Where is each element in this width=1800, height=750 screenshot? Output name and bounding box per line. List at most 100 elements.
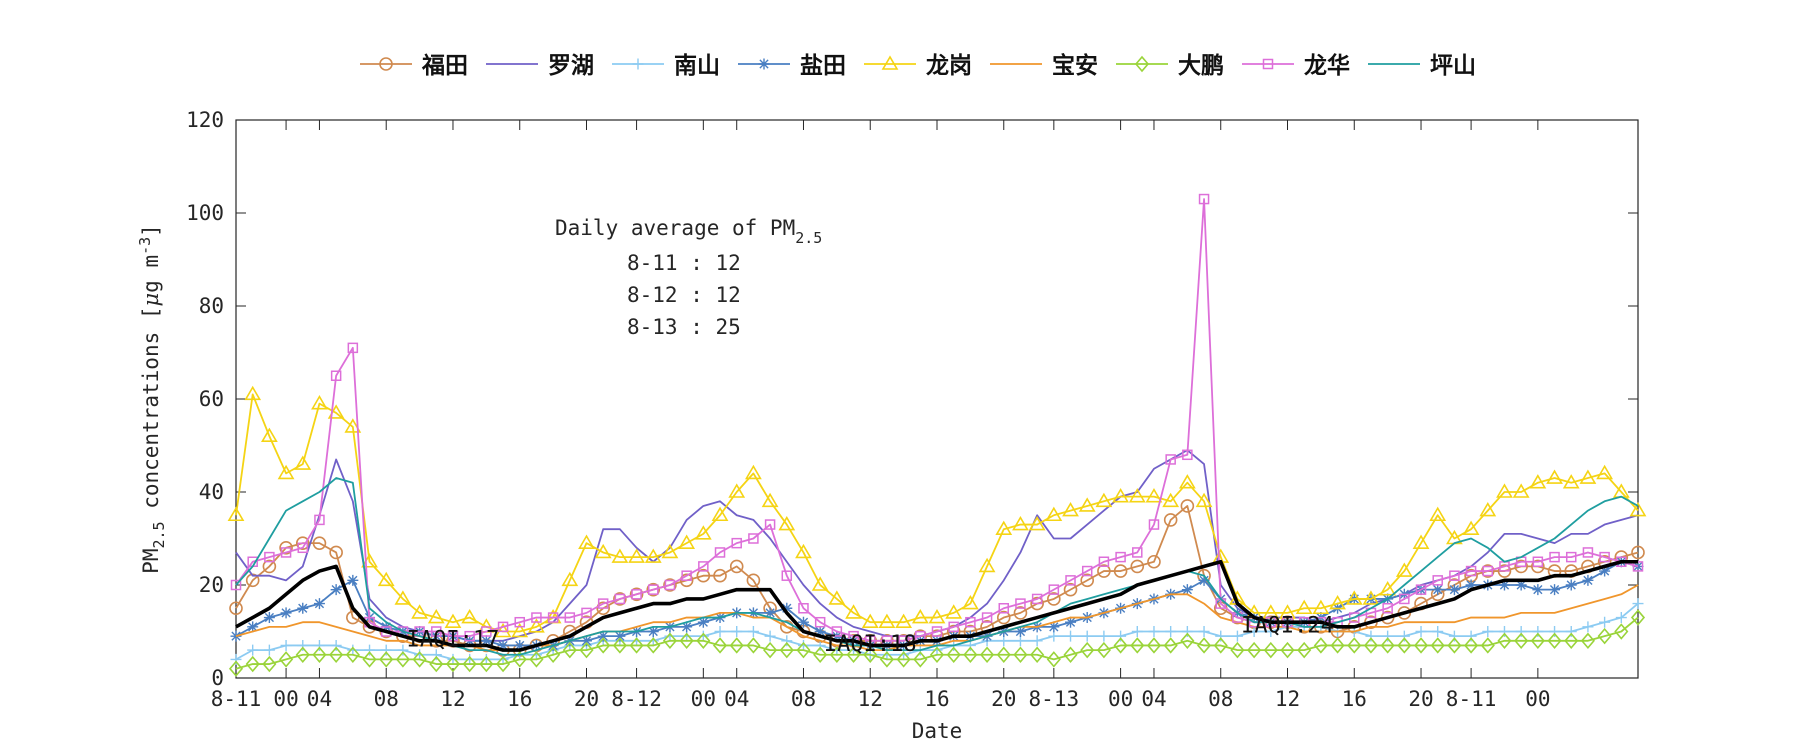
x-tick-label: 8-12 <box>611 687 662 711</box>
x-tick-label: 12 <box>440 687 465 711</box>
data-point <box>480 653 492 665</box>
annotation-title: Daily average of PM2.5 <box>555 216 822 247</box>
data-point <box>661 543 679 559</box>
data-point <box>1432 626 1444 637</box>
data-point <box>1028 515 1046 531</box>
data-point <box>1132 547 1143 558</box>
data-point <box>913 651 928 668</box>
data-point <box>1349 612 1360 623</box>
data-point <box>229 601 243 616</box>
data-point <box>247 644 259 656</box>
data-point <box>445 655 461 673</box>
data-point <box>497 639 509 651</box>
data-point <box>1614 623 1629 640</box>
data-point <box>1599 565 1611 577</box>
data-point <box>963 646 978 663</box>
data-point <box>1531 559 1545 574</box>
data-point <box>1515 579 1527 591</box>
series-line <box>235 559 1638 652</box>
data-point <box>614 630 626 642</box>
data-point <box>697 616 709 628</box>
data-point <box>279 540 293 555</box>
data-point <box>1549 626 1561 637</box>
y-tick-label: 80 <box>199 294 224 318</box>
data-point <box>679 573 694 588</box>
data-point <box>628 548 645 563</box>
legend-item: 大鹏 <box>1116 53 1224 79</box>
data-point <box>1113 564 1128 578</box>
data-point <box>631 589 642 600</box>
series-line <box>235 477 1639 656</box>
data-point <box>681 630 693 642</box>
data-point <box>1546 469 1563 484</box>
data-point <box>564 612 576 623</box>
data-point <box>1048 621 1060 633</box>
data-point <box>1532 556 1544 567</box>
data-point <box>745 464 762 480</box>
x-tick-label: 04 <box>1141 687 1166 711</box>
data-point <box>330 370 342 381</box>
data-point <box>781 602 793 614</box>
data-point <box>263 644 275 656</box>
data-point <box>1465 630 1477 642</box>
data-point <box>1596 464 1614 480</box>
data-point <box>1532 584 1544 596</box>
iaqi-labels: IAQI:17 IAQI:18 IAQI:24 <box>407 614 1334 658</box>
data-point <box>1147 554 1161 569</box>
data-point <box>998 635 1010 647</box>
data-point <box>230 653 242 665</box>
data-point <box>562 641 577 659</box>
data-point <box>795 543 812 559</box>
data-point <box>1465 565 1477 577</box>
data-point <box>1248 626 1260 637</box>
data-point <box>631 635 643 647</box>
data-point <box>430 649 442 661</box>
data-point <box>1498 579 1510 591</box>
data-point <box>578 534 595 549</box>
series-8 <box>230 193 1644 647</box>
data-point <box>1134 55 1150 73</box>
data-point <box>494 622 512 638</box>
data-point <box>464 653 476 665</box>
data-point <box>1398 630 1410 642</box>
annotation-line: 8-11 : 12 <box>627 251 741 275</box>
data-point <box>696 632 711 650</box>
x-tick-label: 04 <box>307 687 332 711</box>
data-point <box>1065 616 1077 628</box>
data-point <box>648 584 659 595</box>
data-point <box>1130 559 1145 574</box>
data-point <box>497 621 509 633</box>
data-point <box>1182 449 1193 461</box>
data-point <box>1031 635 1043 647</box>
data-point <box>663 578 677 592</box>
data-point <box>714 626 726 637</box>
data-point <box>547 612 559 623</box>
data-point <box>1098 630 1110 642</box>
data-point <box>345 646 360 663</box>
x-tick-label: 16 <box>924 687 949 711</box>
series-line <box>235 616 1639 670</box>
data-point <box>1048 584 1060 595</box>
data-point <box>1013 606 1028 620</box>
data-point <box>511 622 529 638</box>
iaqi-label: IAQI:24 <box>1241 614 1334 639</box>
data-point <box>711 506 729 522</box>
data-point <box>646 582 661 597</box>
data-point <box>1198 574 1210 586</box>
data-point <box>245 655 260 673</box>
data-point <box>1015 598 1026 609</box>
data-point <box>1265 626 1277 637</box>
data-point <box>447 630 459 642</box>
data-point <box>1579 469 1597 484</box>
data-point <box>781 635 793 647</box>
data-point <box>1262 58 1274 70</box>
data-point <box>312 536 327 550</box>
data-point <box>347 644 359 656</box>
data-point <box>1564 632 1579 650</box>
annotation-line: 8-12 : 12 <box>627 283 741 307</box>
data-point <box>863 646 878 663</box>
data-point <box>1013 646 1028 663</box>
data-point <box>1163 513 1178 527</box>
data-point <box>1081 565 1093 577</box>
data-point <box>394 590 412 605</box>
